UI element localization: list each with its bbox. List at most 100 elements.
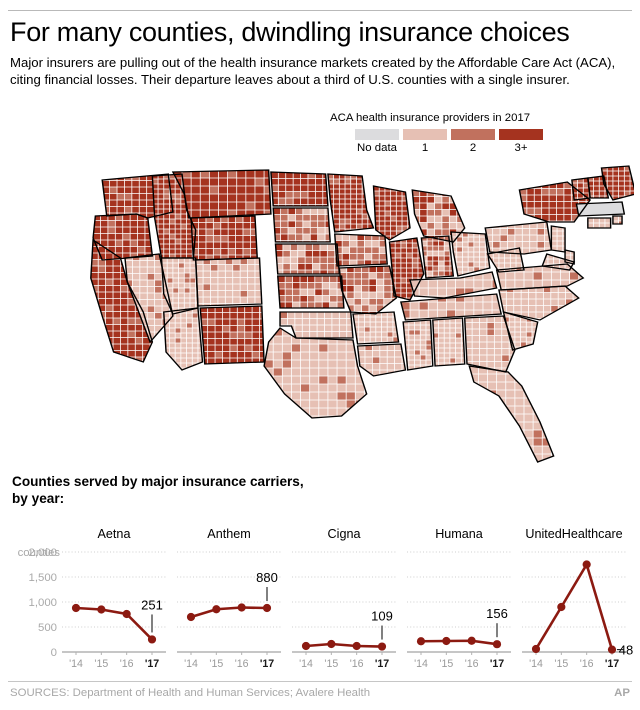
legend-label-2: 2 [469,142,477,154]
map-state-border-ks [277,275,345,309]
map-legend: ACA health insurance providers in 2017 N… [330,112,630,154]
map-state-border-ms [402,319,434,371]
data-point [97,605,106,614]
x-axis-tick-label: '16 [580,658,594,670]
legend-label-no-data: No data [357,142,397,154]
series-line [534,561,614,650]
data-label: 251 [141,597,163,612]
map-state-oh [451,232,490,276]
map-state-border-tx [263,327,368,419]
data-point [122,609,131,619]
y-axis-tick-label: 0 [51,647,57,659]
series-line [420,639,498,646]
map-state-id [152,174,196,258]
map-state-ut [161,258,198,314]
map-state-border-md [541,253,576,271]
data-point [186,612,196,622]
map-state-border-in [420,235,455,279]
data-point [301,641,311,651]
map-state-border-nv [124,253,174,344]
x-axis-tick-label: '15 [554,658,568,670]
x-axis-tick-label: '17 [375,658,389,670]
map-state-border-de [564,249,575,265]
x-axis-tick-label: '17 [605,658,619,670]
panel-title: Anthem [207,527,250,541]
map-svg [90,165,637,463]
data-point [492,640,502,649]
x-axis-tick-label: '17 [490,658,504,670]
legend-labels: No data 1 2 3+ [355,142,630,154]
y-axis-tick-label: 1,500 [28,572,57,584]
map-state-border-tn [400,293,503,321]
legend-label-1: 1 [421,142,429,154]
map-state-sd [273,208,331,242]
x-axis-tick-label: '14 [184,658,198,670]
map-state-nj [551,226,566,252]
map-state-border-va [495,263,585,291]
legend-swatch-no-data [355,129,399,140]
legend-swatch-3plus [499,129,543,140]
map-state-border-oh [450,231,491,277]
map-state-border-ut [160,257,199,315]
map-state-border-mi [411,189,466,243]
data-point [147,635,157,644]
chart-panel-cigna: Cigna '14 '15 '16 '17 109 [292,527,396,670]
map-state-border-ny [518,181,592,223]
page-subtitle: Major insurers are pulling out of the he… [10,55,616,88]
map-state-border-id [151,173,197,259]
data-point [262,603,272,613]
data-point [531,644,541,654]
footer-divider [8,681,632,682]
map-state-border-al [432,317,466,367]
map-states [90,165,637,463]
sources-text: SOURCES: Department of Health and Human … [10,687,371,699]
data-point [607,645,617,654]
map-state-border-ia [333,233,388,267]
x-axis-tick-label: '16 [235,658,249,670]
map-state-border-wv [486,247,525,273]
data-label: 156 [486,606,508,621]
map-state-co [195,258,262,306]
map-state-az [163,308,203,370]
x-axis-tick-label: '16 [350,658,364,670]
series-line [305,642,383,648]
data-label: 109 [371,609,393,624]
x-axis-tick-label: '16 [120,658,134,670]
map-state-border-mo [338,265,398,315]
panel-title: Humana [435,527,483,541]
map-state-border-pa [484,221,553,255]
legend-swatch-2 [451,129,495,140]
map-state-al [432,318,465,366]
map-state-border-ky [409,271,498,299]
map-state-border-ri [612,215,623,225]
legend-title: ACA health insurance providers in 2017 [330,112,531,124]
data-point [582,560,591,569]
small-multiples-charts: 0 500 1,000 1,500 2,000 counties Aetna '14 '15 '… [0,524,640,674]
map-state-border-wi [372,185,411,241]
page-title: For many counties, dwindling insurance c… [10,17,570,47]
map-state-border-ma [575,201,626,217]
panel-title: UnitedHealthcare [525,527,622,541]
map-state-border-ct [587,217,612,229]
data-label: 48 [619,643,633,658]
map-state-border-nm [199,305,265,365]
charts-heading: Counties served by major insurance carri… [12,474,304,506]
y-axis-unit-label: counties [18,547,61,559]
top-divider [8,10,632,11]
chart-panel-aetna: Aetna '14 '15 '16 '17 251 [62,527,166,670]
panel-title: Cigna [328,527,361,541]
data-point [557,602,566,612]
panel-title: Aetna [98,527,131,541]
map-state-la [357,344,406,376]
map-state-border-mn [327,173,375,233]
map-state-border-me [600,165,637,201]
data-point [467,636,476,645]
data-point [352,641,361,651]
x-axis-tick-label: '16 [465,658,479,670]
map-state-pa [485,222,552,254]
x-axis-tick-label: '14 [299,658,313,670]
x-axis-tick-label: '17 [145,658,159,670]
x-axis-tick-label: '14 [69,658,83,670]
ap-credit: AP [614,687,630,699]
